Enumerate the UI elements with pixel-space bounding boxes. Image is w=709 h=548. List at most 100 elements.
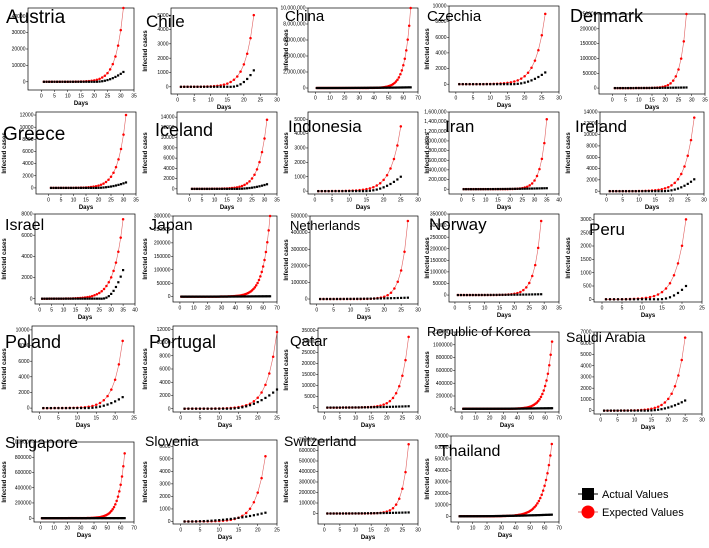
actual-value-point	[539, 407, 543, 410]
actual-value-point	[256, 513, 259, 516]
x-tick-label: 5	[60, 198, 63, 204]
actual-value-point	[509, 407, 512, 410]
expected-value-point	[391, 396, 395, 400]
actual-value-point	[202, 295, 205, 298]
actual-value-point	[235, 295, 238, 298]
actual-value-point	[80, 517, 84, 520]
actual-value-point	[98, 405, 102, 408]
actual-value-point	[521, 514, 525, 517]
actual-value-point	[680, 186, 683, 189]
expected-value-point	[540, 493, 543, 496]
actual-value-point	[183, 407, 186, 410]
x-tick-label: 15	[497, 306, 503, 312]
actual-value-point	[74, 80, 77, 83]
expected-value-point	[519, 77, 523, 80]
actual-value-point	[385, 511, 388, 515]
actual-value-point	[67, 517, 70, 520]
actual-value-point	[492, 83, 495, 86]
actual-value-point	[364, 86, 367, 89]
actual-value-point	[526, 80, 530, 83]
actual-value-point	[221, 295, 225, 298]
x-axis-label: Days	[497, 313, 512, 319]
actual-value-point	[124, 181, 128, 184]
expected-value-point	[535, 174, 539, 178]
actual-value-point	[461, 83, 464, 86]
expected-value-point	[407, 442, 410, 446]
actual-value-point	[66, 517, 69, 520]
y-tick-label: 10000	[157, 340, 171, 346]
actual-value-point	[329, 297, 332, 301]
actual-value-point	[608, 190, 611, 193]
actual-value-point	[246, 295, 249, 298]
actual-value-point	[530, 514, 533, 517]
actual-value-point	[650, 86, 654, 90]
actual-value-point	[492, 407, 495, 410]
actual-value-point	[332, 406, 335, 409]
actual-value-point	[478, 83, 482, 86]
actual-value-point	[693, 178, 696, 181]
actual-value-point	[507, 293, 510, 296]
actual-value-point	[92, 186, 95, 190]
actual-value-point	[660, 408, 663, 411]
x-tick-label: 10	[348, 308, 354, 314]
expected-value-point	[252, 13, 256, 17]
x-tick-label: 0	[38, 416, 41, 422]
panel-china: 0 10 20 30 40 50 60 7002,000,0004,000,0006,000,…	[280, 6, 421, 102]
expected-value-point	[121, 339, 124, 343]
actual-value-point	[616, 298, 620, 301]
actual-value-point	[510, 293, 513, 296]
actual-value-point	[357, 512, 360, 515]
x-tick-label: 0	[457, 526, 460, 532]
expected-value-point	[525, 185, 529, 188]
actual-value-point	[321, 86, 324, 90]
actual-value-point	[500, 514, 503, 518]
plot-frame-peru	[593, 213, 703, 303]
x-tick-label: 35	[274, 198, 280, 204]
actual-value-point	[243, 187, 246, 190]
y-tick-label: 0	[444, 82, 447, 88]
actual-value-point	[112, 184, 115, 188]
actual-value-point	[469, 407, 472, 410]
x-tick-label: 60	[118, 526, 124, 532]
x-tick-label: 5	[472, 198, 475, 204]
x-tick-label: 40	[91, 526, 97, 532]
expected-value-point	[686, 154, 689, 157]
expected-value-point	[537, 499, 541, 503]
x-tick-label: 25	[400, 416, 406, 422]
y-tick-label: 0	[168, 294, 171, 300]
actual-value-point	[379, 511, 382, 515]
x-tick-label: 20	[85, 308, 91, 314]
actual-value-point	[397, 86, 401, 89]
actual-value-point	[94, 517, 97, 520]
actual-value-point	[87, 186, 90, 189]
x-tick-label: 50	[246, 306, 252, 312]
actual-value-point	[372, 189, 375, 192]
actual-value-point	[372, 86, 376, 89]
actual-value-point	[53, 80, 56, 83]
y-tick-label: 2000	[21, 275, 32, 281]
actual-value-point	[488, 407, 491, 410]
y-tick-label: 10000	[302, 383, 316, 389]
expected-value-point	[528, 281, 531, 285]
expected-value-point	[229, 80, 232, 84]
actual-value-point	[338, 512, 341, 515]
actual-value-point	[256, 295, 259, 298]
panel-netherlands: 0 5 10 15 20 25 300100000200000300000400000500…	[284, 214, 421, 321]
y-tick-label: 4000	[21, 254, 32, 260]
x-tick-label: 5	[332, 308, 335, 314]
x-tick-label: 30	[501, 416, 507, 422]
expected-value-point	[401, 487, 404, 491]
actual-value-point	[122, 517, 125, 520]
x-tick-label: 25	[258, 98, 264, 104]
actual-value-point	[650, 409, 653, 412]
expected-value-point	[541, 489, 545, 492]
actual-value-point	[521, 407, 525, 410]
actual-value-point	[89, 186, 93, 189]
y-tick-label: 6000	[586, 155, 597, 161]
actual-value-point	[389, 182, 392, 186]
actual-value-point	[509, 83, 512, 86]
actual-value-point	[512, 407, 515, 410]
y-tick-label: 0	[305, 297, 308, 303]
actual-value-point	[504, 187, 507, 191]
expected-value-point	[399, 73, 402, 76]
